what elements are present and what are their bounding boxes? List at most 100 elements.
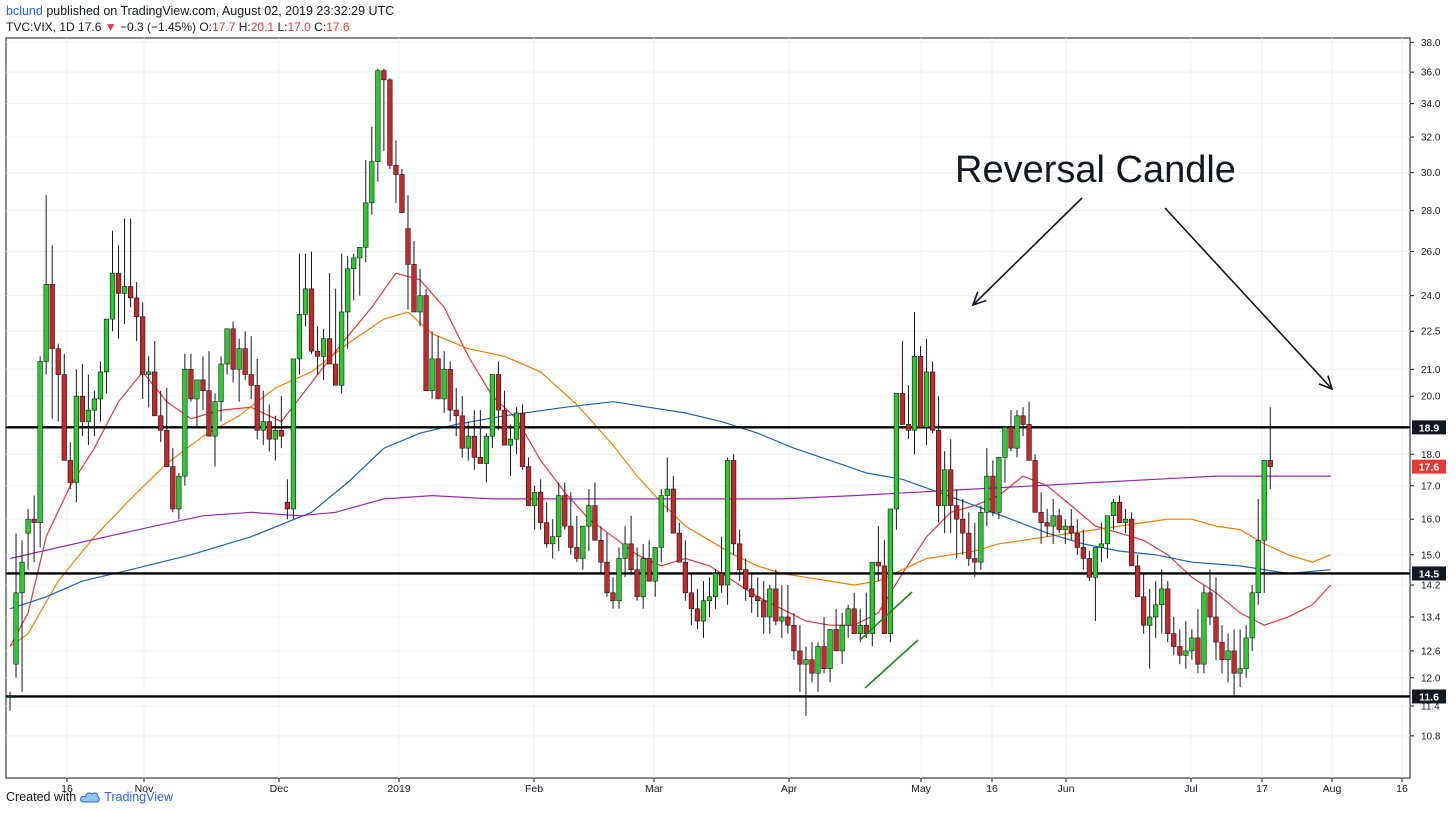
candle-body [676, 532, 682, 563]
candle [387, 78, 393, 169]
candle-body [568, 525, 574, 548]
candle [869, 561, 875, 647]
candle-body [730, 460, 737, 545]
level-price-tag [1412, 566, 1446, 581]
candle-body [905, 424, 912, 431]
trend-channel[interactable] [859, 591, 919, 689]
y-tick-label: 32.0 [1421, 133, 1441, 144]
candle-body [574, 547, 580, 559]
candle-body [1165, 588, 1171, 634]
change-value: −0.3 (−1.45%) [119, 20, 197, 34]
high-label: H: [238, 20, 251, 34]
author-link[interactable]: bclund [6, 4, 43, 18]
candle [1225, 633, 1231, 683]
arrow-drawing[interactable] [1164, 207, 1334, 391]
candle-body [972, 558, 978, 563]
candle [948, 439, 954, 534]
candle [61, 353, 67, 461]
candle-body [31, 518, 37, 523]
candle [7, 691, 13, 711]
arrow-drawing[interactable] [971, 197, 1083, 307]
y-tick-label: 38.0 [1421, 38, 1441, 49]
candle [152, 341, 158, 417]
candle [815, 642, 821, 692]
candle [194, 379, 200, 428]
candle-body [483, 435, 489, 464]
candle-body [85, 409, 91, 422]
candle-body [459, 415, 465, 449]
candle-body [1147, 616, 1153, 626]
candle [351, 253, 357, 301]
candle-body [706, 596, 713, 602]
candle-body [1092, 547, 1098, 578]
candle [761, 581, 767, 634]
candle [604, 533, 610, 597]
candle [1267, 407, 1273, 490]
candle-body [755, 596, 761, 602]
y-tick-label: 17.0 [1421, 481, 1441, 492]
candle [984, 448, 990, 527]
arrow-shaft[interactable] [1164, 207, 1333, 390]
candle [1165, 581, 1171, 643]
candle [230, 321, 236, 383]
high-value: 20.1 [250, 20, 275, 34]
candle [49, 245, 55, 419]
candle [875, 526, 881, 582]
candle [212, 393, 218, 467]
price-axis[interactable]: 38.0 36.0 34.0 32.0 30.0 28.0 26.0 24.0 22.5 21.0… [1410, 38, 1446, 743]
candle-body [718, 573, 725, 586]
candle-body [441, 368, 447, 400]
y-tick-label: 36.0 [1421, 68, 1441, 79]
candle [272, 415, 278, 461]
candle-body [1189, 637, 1195, 652]
candle [339, 253, 345, 394]
candle-body [429, 358, 435, 391]
candle-body [25, 518, 31, 534]
candle [706, 577, 713, 617]
candle-body [809, 659, 815, 674]
candle [55, 343, 61, 422]
candle [67, 442, 73, 490]
candle-body [97, 371, 104, 400]
candle-body [1153, 604, 1159, 618]
candle [1141, 573, 1147, 634]
x-tick-label: 16 [986, 783, 998, 795]
time-axis[interactable]: 16 Nov Dec 2019 Feb Mar Apr May 16 Jun Jul 17 Aug 16 [61, 778, 1408, 795]
channel-lower-line[interactable] [864, 639, 919, 689]
candle-body [308, 288, 315, 352]
candle [447, 361, 453, 422]
candle [393, 140, 399, 203]
candle-body [954, 505, 960, 520]
candle [954, 489, 960, 559]
candle [326, 273, 333, 365]
candle-body [1255, 539, 1261, 594]
tradingview-link[interactable]: TradingView [104, 790, 173, 804]
candle [1050, 498, 1056, 544]
candle [13, 533, 19, 678]
candle-body [586, 505, 592, 527]
candle [97, 361, 104, 422]
candle-body [550, 536, 556, 545]
candle [417, 268, 423, 327]
moving-average-line [9, 475, 1331, 560]
candle-body [453, 409, 459, 417]
candle-body [773, 588, 779, 622]
x-tick-label: Aug [1323, 783, 1342, 795]
candle-body [1080, 547, 1086, 559]
arrow-shaft[interactable] [972, 197, 1083, 306]
candle-body [339, 311, 345, 386]
candle-body [115, 272, 122, 294]
candle [538, 479, 544, 530]
channel-upper-line[interactable] [859, 591, 913, 641]
candle-body [1098, 543, 1105, 548]
candle [821, 616, 827, 674]
candle-body [260, 421, 266, 431]
candle [1104, 515, 1111, 559]
candle-body [857, 624, 863, 634]
candle [1189, 629, 1195, 660]
candle [218, 356, 224, 422]
horizontal-levels [6, 426, 1410, 698]
candle [224, 328, 230, 375]
candle-body [49, 283, 55, 349]
